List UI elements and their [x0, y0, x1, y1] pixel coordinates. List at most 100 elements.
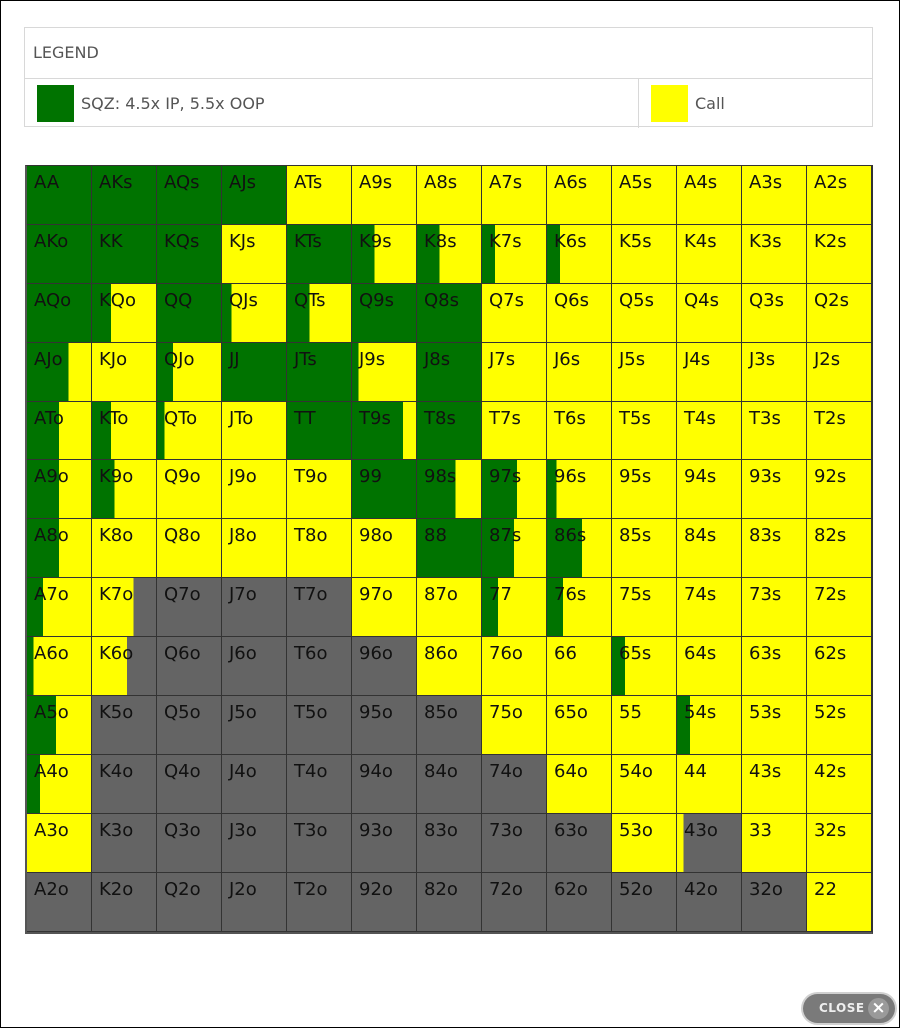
hand-label: A7o: [34, 584, 69, 606]
legend-swatch-call: [651, 85, 688, 122]
hand-label: 86s: [554, 525, 587, 547]
hand-label: 86o: [424, 643, 458, 665]
hand-cell-A3s: A3s: [742, 166, 807, 225]
hand-label: A5s: [619, 172, 653, 193]
hand-cell-Q3s: Q3s: [742, 283, 807, 343]
hand-label: A5o: [34, 702, 69, 724]
hand-label: Q5s: [619, 289, 654, 311]
legend-row: SQZ: 4.5x IP, 5.5x OOP Call: [25, 79, 872, 128]
hand-label: 97s: [489, 466, 522, 488]
legend-label-sqz: SQZ: 4.5x IP, 5.5x OOP: [81, 94, 265, 113]
hand-cell-AA: AA: [27, 166, 92, 225]
hand-cell-J6o: J6o: [222, 637, 287, 697]
hand-cell-A9o: A9o: [27, 460, 92, 520]
hand-label: 52o: [619, 878, 653, 900]
hand-cell-44: 44: [677, 754, 742, 814]
hand-label: 66: [554, 643, 577, 665]
hand-label: T5s: [619, 407, 651, 429]
hand-cell-ATo: ATo: [27, 401, 92, 461]
hand-cell-KK: KK: [92, 224, 157, 284]
close-x-icon: ×: [868, 998, 889, 1019]
hand-cell-ATs: ATs: [287, 166, 352, 225]
hand-cell-KQs: KQs: [157, 224, 222, 284]
hand-cell-AJs: AJs: [222, 166, 287, 225]
hand-cell-A6o: A6o: [27, 637, 92, 697]
hand-cell-K6o: K6o: [92, 637, 157, 697]
hand-cell-94s: 94s: [677, 460, 742, 520]
legend-label-call: Call: [695, 94, 725, 113]
hand-cell-62s: 62s: [807, 637, 872, 697]
hand-label: ATo: [34, 407, 64, 429]
hand-cell-QTs: QTs: [287, 283, 352, 343]
hand-cell-AKs: AKs: [92, 166, 157, 225]
hand-label: Q2s: [814, 289, 849, 311]
hand-label: T8o: [294, 525, 328, 547]
hand-cell-99: 99: [352, 460, 417, 520]
hand-label: 92o: [359, 878, 393, 900]
hand-cell-T2s: T2s: [807, 401, 872, 461]
hand-cell-T7o: T7o: [287, 578, 352, 638]
hand-cell-A3o: A3o: [27, 813, 92, 873]
hand-cell-T3o: T3o: [287, 813, 352, 873]
hand-label: QQ: [164, 289, 193, 311]
hand-cell-K4s: K4s: [677, 224, 742, 284]
hand-label: T9o: [294, 466, 328, 488]
hand-label: 63s: [749, 643, 782, 665]
hand-label: K8o: [99, 525, 134, 547]
hand-cell-87s: 87s: [482, 519, 547, 579]
hand-label: 44: [684, 760, 707, 782]
hand-cell-AQs: AQs: [157, 166, 222, 225]
hand-cell-T5o: T5o: [287, 696, 352, 755]
hand-cell-93o: 93o: [352, 813, 417, 873]
hand-cell-K5s: K5s: [612, 224, 677, 284]
hand-cell-Q8o: Q8o: [157, 519, 222, 579]
hand-label: K2s: [814, 230, 847, 252]
hand-label: 75o: [489, 702, 523, 724]
hand-cell-42s: 42s: [807, 754, 872, 814]
hand-cell-53s: 53s: [742, 696, 807, 755]
hand-cell-54o: 54o: [612, 754, 677, 814]
hand-label: 64s: [684, 643, 717, 665]
hand-cell-T6s: T6s: [547, 401, 612, 461]
hand-cell-65o: 65o: [547, 696, 612, 755]
hand-label: 73s: [749, 584, 782, 606]
hand-cell-52o: 52o: [612, 872, 677, 932]
hand-cell-75s: 75s: [612, 578, 677, 638]
hand-label: J2s: [814, 348, 841, 370]
hand-cell-T4s: T4s: [677, 401, 742, 461]
hand-cell-94o: 94o: [352, 754, 417, 814]
hand-cell-K2s: K2s: [807, 224, 872, 284]
hand-cell-Q9o: Q9o: [157, 460, 222, 520]
hand-cell-64s: 64s: [677, 637, 742, 697]
hand-label: 32o: [749, 878, 783, 900]
hand-cell-Q4o: Q4o: [157, 754, 222, 814]
hand-label: 92s: [814, 466, 847, 488]
legend-item-sqz: SQZ: 4.5x IP, 5.5x OOP: [25, 79, 639, 128]
hand-label: A6o: [34, 643, 69, 665]
hand-label: KK: [99, 230, 123, 252]
hand-cell-86o: 86o: [417, 637, 482, 697]
hand-label: 32s: [814, 819, 847, 841]
hand-label: T6o: [294, 643, 328, 665]
hand-label: K6o: [99, 643, 134, 665]
hand-cell-T3s: T3s: [742, 401, 807, 461]
hand-cell-J9o: J9o: [222, 460, 287, 520]
hand-label: 83o: [424, 819, 458, 841]
hand-label: 54o: [619, 760, 653, 782]
hand-label: 73o: [489, 819, 523, 841]
hand-cell-A9s: A9s: [352, 166, 417, 225]
hand-label: 99: [359, 466, 382, 488]
hand-label: 33: [749, 819, 772, 841]
hand-cell-K7o: K7o: [92, 578, 157, 638]
hand-label: AJo: [34, 348, 63, 370]
hand-cell-32o: 32o: [742, 872, 807, 932]
hand-label: A8o: [34, 525, 69, 547]
hand-label: 55: [619, 702, 642, 724]
hand-label: J3s: [749, 348, 776, 370]
hand-cell-A4o: A4o: [27, 754, 92, 814]
hand-label: 83s: [749, 525, 782, 547]
hand-cell-KJs: KJs: [222, 224, 287, 284]
hand-label: 76s: [554, 584, 587, 606]
close-button[interactable]: CLOSE ×: [803, 994, 895, 1023]
hand-cell-62o: 62o: [547, 872, 612, 932]
